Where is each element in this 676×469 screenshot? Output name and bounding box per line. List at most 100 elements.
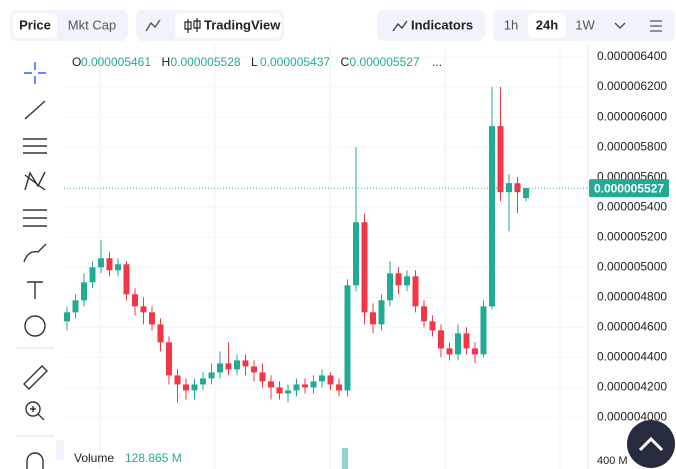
trend-line-tool[interactable] — [24, 100, 46, 120]
candle-body — [319, 375, 325, 382]
volume-label: Volume — [74, 451, 114, 465]
interval-active[interactable] — [528, 13, 566, 38]
candle-body — [302, 384, 308, 388]
last-price-tag — [589, 179, 669, 198]
candle-body — [208, 372, 215, 379]
y-tick-label: 0.000004000 — [597, 410, 667, 424]
candle-body — [72, 300, 79, 313]
candle-body — [480, 306, 487, 355]
candle-body — [523, 188, 529, 199]
price-label: Price — [19, 17, 51, 32]
y-tick-label: 0.000004200 — [597, 380, 667, 394]
ohlc-key: C — [341, 55, 350, 69]
candle-body — [455, 333, 461, 355]
candle-body — [353, 222, 359, 286]
candle-body — [429, 321, 436, 331]
mkt-cap-label[interactable]: Mkt Cap — [68, 17, 116, 32]
text-tool[interactable] — [27, 281, 43, 299]
y-tick-label: 0.000005200 — [597, 229, 667, 243]
candle-body — [166, 342, 172, 376]
candle-body — [404, 276, 410, 286]
candle-body — [157, 324, 164, 343]
interval-1h[interactable]: 1h — [504, 17, 518, 32]
candle-body — [438, 330, 444, 349]
volume-axis-label: 400 M — [597, 455, 628, 467]
y-tick-label: 0.000004800 — [597, 289, 667, 303]
ohlc-key: O — [72, 55, 81, 69]
candle-body — [115, 264, 121, 271]
candle-body — [191, 384, 198, 391]
candle-body — [446, 348, 453, 355]
candle-body — [81, 282, 87, 301]
candle-body — [370, 312, 376, 325]
candle-body — [285, 390, 291, 394]
scroll-icon — [638, 436, 664, 452]
candle-body — [293, 384, 300, 391]
indicators-button[interactable] — [377, 10, 485, 41]
candle-body — [123, 264, 130, 295]
crosshair-tool[interactable] — [24, 62, 46, 84]
candle-body — [395, 273, 402, 286]
candle-body — [497, 126, 504, 193]
tradingview-button[interactable] — [175, 13, 281, 38]
candle-body — [225, 363, 232, 370]
dropdown-icon[interactable] — [614, 22, 626, 30]
candle-body — [463, 333, 470, 349]
indicators-icon — [392, 20, 408, 32]
candle-body — [268, 381, 274, 388]
y-tick-label: 0.000004400 — [597, 350, 667, 364]
candle-body — [344, 285, 351, 391]
ohlc-more: ... — [432, 55, 442, 69]
line-chart-icon[interactable] — [145, 19, 161, 32]
y-tick-label: 0.000005000 — [597, 259, 667, 273]
candle-body — [361, 222, 368, 313]
interval-1w[interactable]: 1W — [575, 17, 595, 32]
candle-body — [140, 306, 147, 313]
candle-body — [64, 312, 70, 322]
candle-body — [89, 267, 96, 283]
magnet-tool[interactable] — [26, 452, 44, 469]
ruler-tool[interactable] — [23, 365, 48, 390]
candle-body — [251, 366, 257, 373]
interval-24h: 24h — [536, 17, 558, 32]
y-tick-label: 0.000006000 — [597, 109, 667, 123]
zoom-tool[interactable] — [25, 401, 41, 417]
tradingview-label: TradingView — [204, 17, 281, 32]
candle-body — [387, 273, 393, 301]
ohlc-value: 0.000005527 — [350, 55, 420, 69]
ohlc-value: 0.000005437 — [260, 55, 330, 69]
time-grid — [99, 45, 561, 469]
ohlc-value: 0.000005528 — [170, 55, 240, 69]
fib-tool[interactable] — [23, 138, 47, 154]
scroll-button[interactable] — [627, 420, 675, 468]
collapse-tab[interactable] — [56, 440, 64, 460]
candle-body — [174, 375, 181, 385]
candle-body — [242, 360, 249, 367]
y-tick-label: 0.000006200 — [597, 79, 667, 93]
ohlc-legend: O 0.000005461 H 0.000005528 L 0.000005437 C 0.0… — [72, 55, 442, 69]
candle-body — [421, 306, 427, 322]
candle-body — [149, 312, 155, 325]
brush-tool[interactable] — [23, 243, 47, 263]
candle-body — [412, 276, 419, 307]
candle-body — [489, 126, 495, 307]
candle-body — [200, 378, 206, 385]
last-price-label: 0.000005527 — [594, 181, 664, 195]
candle-body — [378, 300, 385, 325]
candle-body — [217, 363, 223, 373]
candle-body — [472, 348, 478, 355]
plot — [64, 56, 588, 418]
projection-tool[interactable] — [23, 209, 47, 227]
pattern-tool[interactable] — [24, 171, 46, 191]
ohlc-value: 0.000005461 — [81, 55, 151, 69]
y-tick-label: 0.000004600 — [597, 320, 667, 334]
candle-body — [336, 384, 342, 391]
emoji-tool[interactable] — [24, 315, 46, 337]
ohlc-key: L — [251, 55, 258, 69]
settings-icon[interactable] — [650, 20, 662, 32]
indicators-label: Indicators — [411, 17, 473, 32]
price-button[interactable] — [13, 13, 57, 38]
candle-body — [132, 294, 138, 307]
y-tick-label: 0.000005400 — [597, 199, 667, 213]
candle-icon — [184, 18, 201, 33]
